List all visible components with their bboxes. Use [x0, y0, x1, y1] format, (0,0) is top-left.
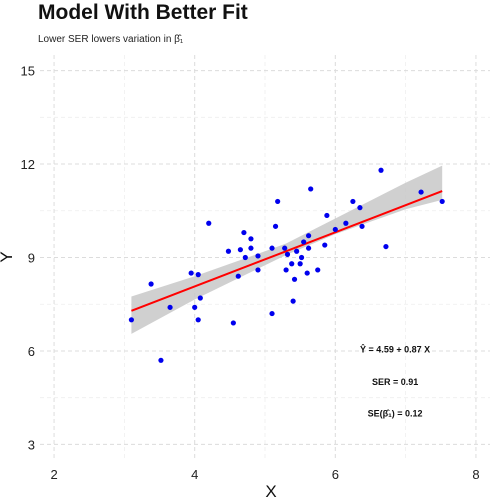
- data-point: [158, 357, 164, 363]
- data-point: [324, 212, 330, 219]
- data-point: [284, 251, 291, 257]
- x-tick-label: 4: [191, 467, 198, 482]
- data-point: [235, 273, 241, 279]
- data-point: [225, 248, 232, 254]
- data-point: [188, 270, 194, 276]
- data-point: [167, 304, 173, 310]
- data-point: [242, 254, 248, 261]
- data-point: [195, 272, 201, 278]
- data-point: [297, 261, 303, 267]
- data-point: [255, 267, 261, 273]
- data-point: [237, 247, 243, 253]
- data-point: [359, 223, 365, 229]
- data-point: [197, 295, 203, 301]
- y-tick-label: 15: [21, 64, 35, 79]
- data-point: [301, 239, 307, 245]
- y-tick-label: 9: [28, 251, 35, 266]
- chart-title: Model With Better Fit: [38, 1, 248, 24]
- data-point: [255, 253, 261, 259]
- data-point: [315, 267, 321, 273]
- data-point: [383, 243, 389, 250]
- data-point: [305, 245, 312, 251]
- annotations: Ŷ = 4.59 + 0.87 X SER = 0.91 SE(β̂₁) = 0.1…: [360, 344, 430, 419]
- data-point: [322, 242, 328, 248]
- data-point: [290, 298, 296, 304]
- fit-line: [131, 190, 443, 312]
- data-point: [128, 317, 135, 323]
- annotation-label: SER = 0.91: [372, 377, 418, 387]
- scatter-points: [128, 167, 445, 363]
- data-point: [305, 233, 312, 239]
- grid: [40, 55, 490, 460]
- data-point: [275, 198, 281, 205]
- data-point: [269, 310, 275, 317]
- confidence-band-area: [131, 165, 443, 334]
- data-point: [272, 223, 279, 229]
- x-tick-label: 2: [50, 467, 57, 482]
- tick-labels: 2 4 6 8 3 6 9 12 15: [21, 64, 480, 482]
- data-point: [148, 281, 154, 287]
- y-tick-label: 3: [28, 437, 35, 452]
- data-point: [294, 248, 300, 254]
- data-point: [248, 236, 254, 242]
- data-point: [289, 261, 295, 267]
- data-point: [418, 189, 424, 195]
- chart-subtitle: Lower SER lowers variation in β̂₁: [38, 33, 184, 45]
- data-point: [241, 229, 247, 236]
- x-tick-label: 6: [332, 467, 339, 482]
- data-point: [283, 267, 289, 273]
- y-tick-label: 6: [28, 344, 35, 359]
- data-point: [298, 254, 305, 261]
- regression-line: [131, 190, 443, 312]
- data-point: [248, 245, 254, 251]
- y-axis-label: Y: [0, 251, 16, 262]
- data-point: [350, 198, 356, 205]
- data-point: [332, 226, 338, 233]
- data-point: [304, 270, 310, 276]
- data-point: [195, 317, 201, 323]
- data-point: [192, 304, 198, 310]
- confidence-band: [131, 165, 443, 334]
- data-point: [282, 245, 288, 251]
- data-point: [439, 198, 445, 205]
- annotation-label: Ŷ = 4.59 + 0.87 X: [360, 344, 430, 355]
- x-axis-label: X: [265, 482, 276, 501]
- data-point: [343, 220, 349, 226]
- data-point: [378, 167, 384, 173]
- data-point: [291, 276, 298, 282]
- y-tick-label: 12: [21, 157, 35, 172]
- data-point: [308, 186, 314, 192]
- x-tick-label: 8: [472, 467, 479, 482]
- data-point: [230, 320, 236, 326]
- data-point: [269, 245, 275, 251]
- annotation-label: SE(β̂₁) = 0.12: [368, 408, 423, 418]
- data-point: [357, 205, 363, 211]
- data-point: [206, 220, 212, 226]
